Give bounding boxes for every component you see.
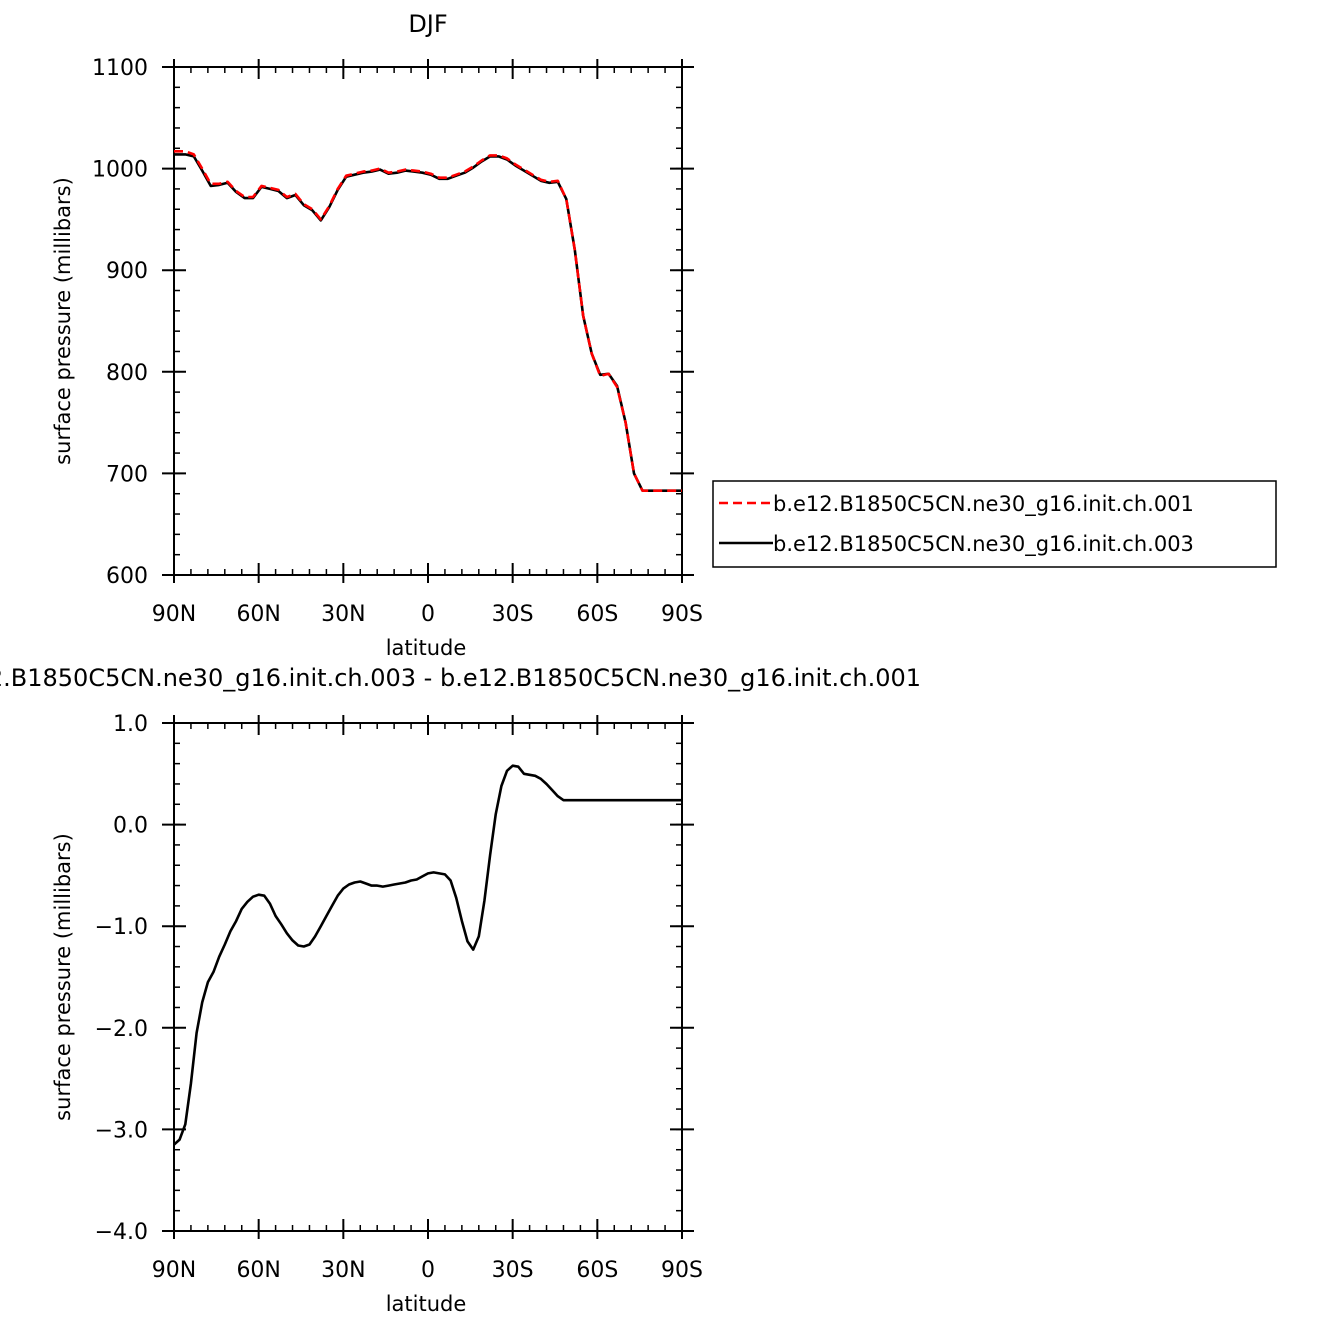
y-tick-label: 1100 [92, 56, 148, 81]
x-tick-label: 60S [576, 602, 618, 627]
x-tick-label: 30N [321, 1258, 365, 1283]
x-tick-label: 60S [576, 1258, 618, 1283]
x-tick-label: 90N [152, 1258, 196, 1283]
y-tick-label: 600 [106, 564, 148, 589]
x-tick-label: 90N [152, 602, 196, 627]
x-tick-label: 0 [421, 602, 435, 627]
legend-label-1: b.e12.B1850C5CN.ne30_g16.init.ch.003 [773, 532, 1194, 557]
x-axis-title: latitude [386, 636, 467, 660]
y-axis-title: surface pressure (millibars) [51, 177, 75, 465]
y-tick-label: 900 [106, 259, 148, 284]
x-tick-label: 60N [236, 602, 280, 627]
y-tick-label: 700 [106, 462, 148, 487]
top-panel-surface-pressure: DJF 90N 60N 30N 0 30S 60S 90S 600 700 800 900 1000 11… [51, 10, 1277, 660]
x-tick-label: 90S [661, 602, 703, 627]
x-tick-label: 30N [321, 602, 365, 627]
legend-label-0: b.e12.B1850C5CN.ne30_g16.init.ch.001 [773, 492, 1194, 517]
series-line-1 [174, 153, 682, 492]
plot-title: DJF [408, 10, 447, 38]
x-tick-label: 60N [236, 1258, 280, 1283]
legend-box [712, 480, 1277, 568]
y-tick-label: 800 [106, 361, 148, 386]
y-tick-label: −2.0 [95, 1017, 148, 1042]
x-tick-label: 30S [492, 1258, 534, 1283]
x-axis-title: latitude [386, 1292, 467, 1316]
x-tick-label: 90S [661, 1258, 703, 1283]
series-line-0 [174, 150, 682, 492]
y-tick-label: −3.0 [95, 1118, 148, 1143]
x-tick-label: 30S [492, 602, 534, 627]
y-tick-label: −4.0 [95, 1220, 148, 1245]
y-tick-label: 1000 [92, 158, 148, 183]
legend: b.e12.B1850C5CN.ne30_g16.init.ch.001 b.e1… [712, 480, 1277, 568]
plot-title: b.e12.B1850C5CN.ne30_g16.init.ch.003 - b… [0, 664, 921, 692]
series-line-0 [174, 764, 682, 1146]
y-tick-label: 0.0 [113, 814, 148, 839]
y-axis-title: surface pressure (millibars) [51, 833, 75, 1121]
y-tick-label: −1.0 [95, 915, 148, 940]
plot-frame [173, 66, 683, 576]
x-tick-label: 0 [421, 1258, 435, 1283]
y-tick-label: 1.0 [113, 712, 148, 737]
bottom-panel-difference: b.e12.B1850C5CN.ne30_g16.init.ch.003 - b… [0, 664, 921, 1316]
